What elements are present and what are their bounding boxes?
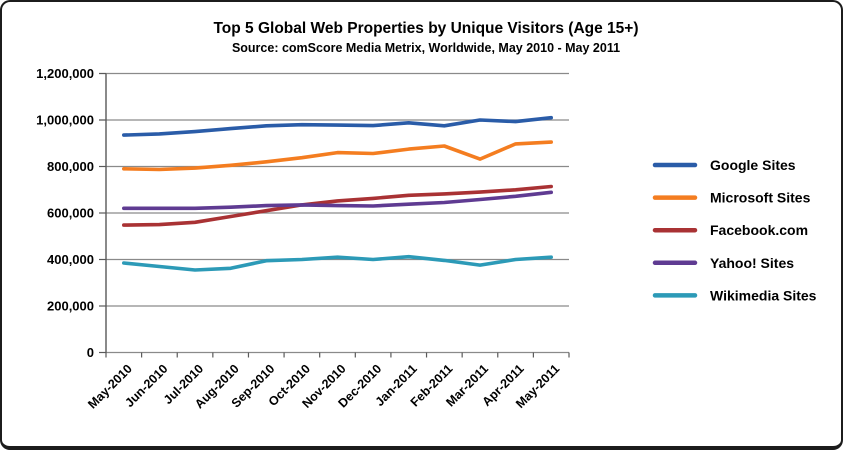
y-axis-labels: 1,200,000 1,000,000 800,000 600,000 400,000 2… bbox=[36, 66, 94, 360]
legend-label: Microsoft Sites bbox=[710, 190, 811, 206]
gridlines bbox=[106, 72, 569, 354]
legend-label: Facebook.com bbox=[710, 222, 808, 238]
legend-item-wikimedia-sites: Wikimedia Sites bbox=[652, 287, 817, 303]
y-tick-label: 800,000 bbox=[47, 159, 94, 174]
data-series bbox=[122, 115, 554, 272]
y-tick-label: 600,000 bbox=[47, 206, 94, 221]
y-tick-label: 1,200,000 bbox=[36, 66, 94, 81]
legend-label: Yahoo! Sites bbox=[710, 255, 794, 271]
chart-title: Top 5 Global Web Properties by Unique Vi… bbox=[213, 20, 638, 37]
legend-item-google-sites: Google Sites bbox=[652, 157, 796, 173]
series-line-google-sites bbox=[122, 115, 554, 137]
y-tick-label: 200,000 bbox=[47, 299, 94, 314]
series-line-microsoft-sites bbox=[122, 140, 554, 172]
y-tick-label: 1,000,000 bbox=[36, 113, 94, 128]
series-line-yahoo-sites bbox=[122, 190, 554, 211]
y-tick-label: 0 bbox=[87, 345, 94, 360]
legend: Google Sites Microsoft Sites Facebook.com Y… bbox=[652, 157, 817, 303]
axes bbox=[99, 72, 570, 358]
legend-label: Google Sites bbox=[710, 157, 796, 173]
series-line-facebook-com bbox=[122, 184, 554, 227]
legend-item-microsoft-sites: Microsoft Sites bbox=[652, 190, 811, 206]
legend-label: Wikimedia Sites bbox=[710, 287, 817, 303]
chart-subtitle: Source: comScore Media Metrix, Worldwide… bbox=[232, 41, 620, 55]
x-axis-labels: May-2010Jun-2010Jul-2010Aug-2010Sep-2010… bbox=[85, 362, 562, 412]
legend-item-yahoo-sites: Yahoo! Sites bbox=[652, 255, 794, 271]
series-line-wikimedia-sites bbox=[122, 254, 554, 272]
legend-item-facebook-com: Facebook.com bbox=[652, 222, 808, 238]
y-tick-label: 400,000 bbox=[47, 252, 94, 267]
